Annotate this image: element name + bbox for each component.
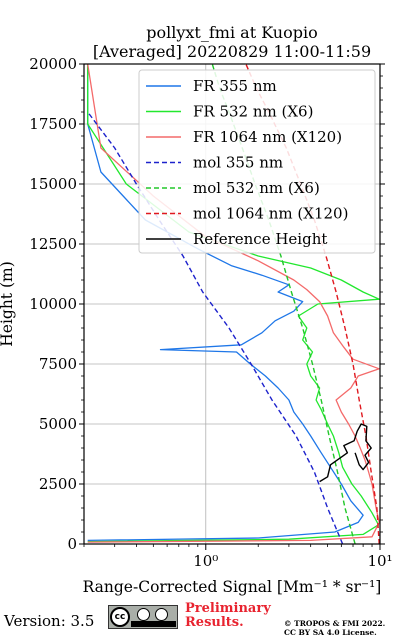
series-group xyxy=(87,64,380,544)
footer: Version: 3.5 cc Preliminary Results. © T… xyxy=(0,596,400,640)
copyright-line1: © TROPOS & FMI 2022. xyxy=(284,619,386,628)
series-line-3 xyxy=(87,64,380,543)
chart-area: pollyxt_fmi at Kuopio [Averaged] 2022082… xyxy=(0,23,393,596)
copyright-notice: © TROPOS & FMI 2022. CC BY SA 4.0 Licens… xyxy=(284,619,386,637)
series-line-4 xyxy=(87,111,344,544)
copyright-line2: CC BY SA 4.0 License. xyxy=(284,627,377,637)
chart-title-line1: pollyxt_fmi at Kuopio xyxy=(146,23,317,42)
series-line-2 xyxy=(87,64,380,543)
cc-badge-strip xyxy=(131,621,176,627)
preliminary-line2: Results. xyxy=(185,615,244,630)
x-axis: 10⁰ 10¹ xyxy=(83,544,393,570)
legend: FR 355 nm FR 532 nm (X6) FR 1064 nm (X120)… xyxy=(138,69,376,254)
y-tick-label: 0 xyxy=(67,535,77,553)
legend-label: mol 355 nm xyxy=(193,154,283,172)
legend-label: Reference Height xyxy=(193,230,327,248)
preliminary-line1: Preliminary xyxy=(185,601,271,616)
cc-logo-icon: cc xyxy=(110,607,130,627)
legend-label: mol 532 nm (X6) xyxy=(193,179,320,197)
x-tick-label: 10⁰ xyxy=(193,552,218,570)
y-tick-label: 10000 xyxy=(29,295,77,313)
y-axis-label: Height (m) xyxy=(0,261,16,347)
preliminary-notice: Preliminary Results. xyxy=(185,602,271,630)
legend-label: mol 1064 nm (X120) xyxy=(193,205,348,223)
y-tick-label: 17500 xyxy=(29,115,77,133)
legend-label: FR 1064 nm (X120) xyxy=(193,128,342,146)
y-tick-label: 7500 xyxy=(39,355,77,373)
y-tick-label: 20000 xyxy=(29,55,77,73)
version-label: Version: 3.5 xyxy=(4,612,95,630)
y-tick-label: 15000 xyxy=(29,175,77,193)
series-line-1 xyxy=(87,64,364,542)
legend-box xyxy=(138,69,376,254)
y-tick-label: 5000 xyxy=(39,415,77,433)
y-tick-label: 2500 xyxy=(39,475,77,493)
cc-sa-icon xyxy=(155,608,168,621)
legend-label: FR 532 nm (X6) xyxy=(193,103,313,121)
chart-title-line2: [Averaged] 20220829 11:00-11:59 xyxy=(93,42,371,61)
x-tick-label: 10¹ xyxy=(367,552,392,570)
y-axis: 0 2500 5000 7500 10000 12500 15000 17500 20000 xyxy=(29,55,385,553)
cc-license-badge: cc xyxy=(108,605,178,629)
series-line-7 xyxy=(319,423,372,483)
y-tick-label: 12500 xyxy=(29,235,77,253)
x-axis-label: Range-Corrected Signal [Mm⁻¹ * sr⁻¹] xyxy=(83,578,382,596)
legend-label: FR 355 nm xyxy=(193,77,277,95)
cc-by-icon xyxy=(137,608,150,621)
series-line-5 xyxy=(211,64,356,544)
